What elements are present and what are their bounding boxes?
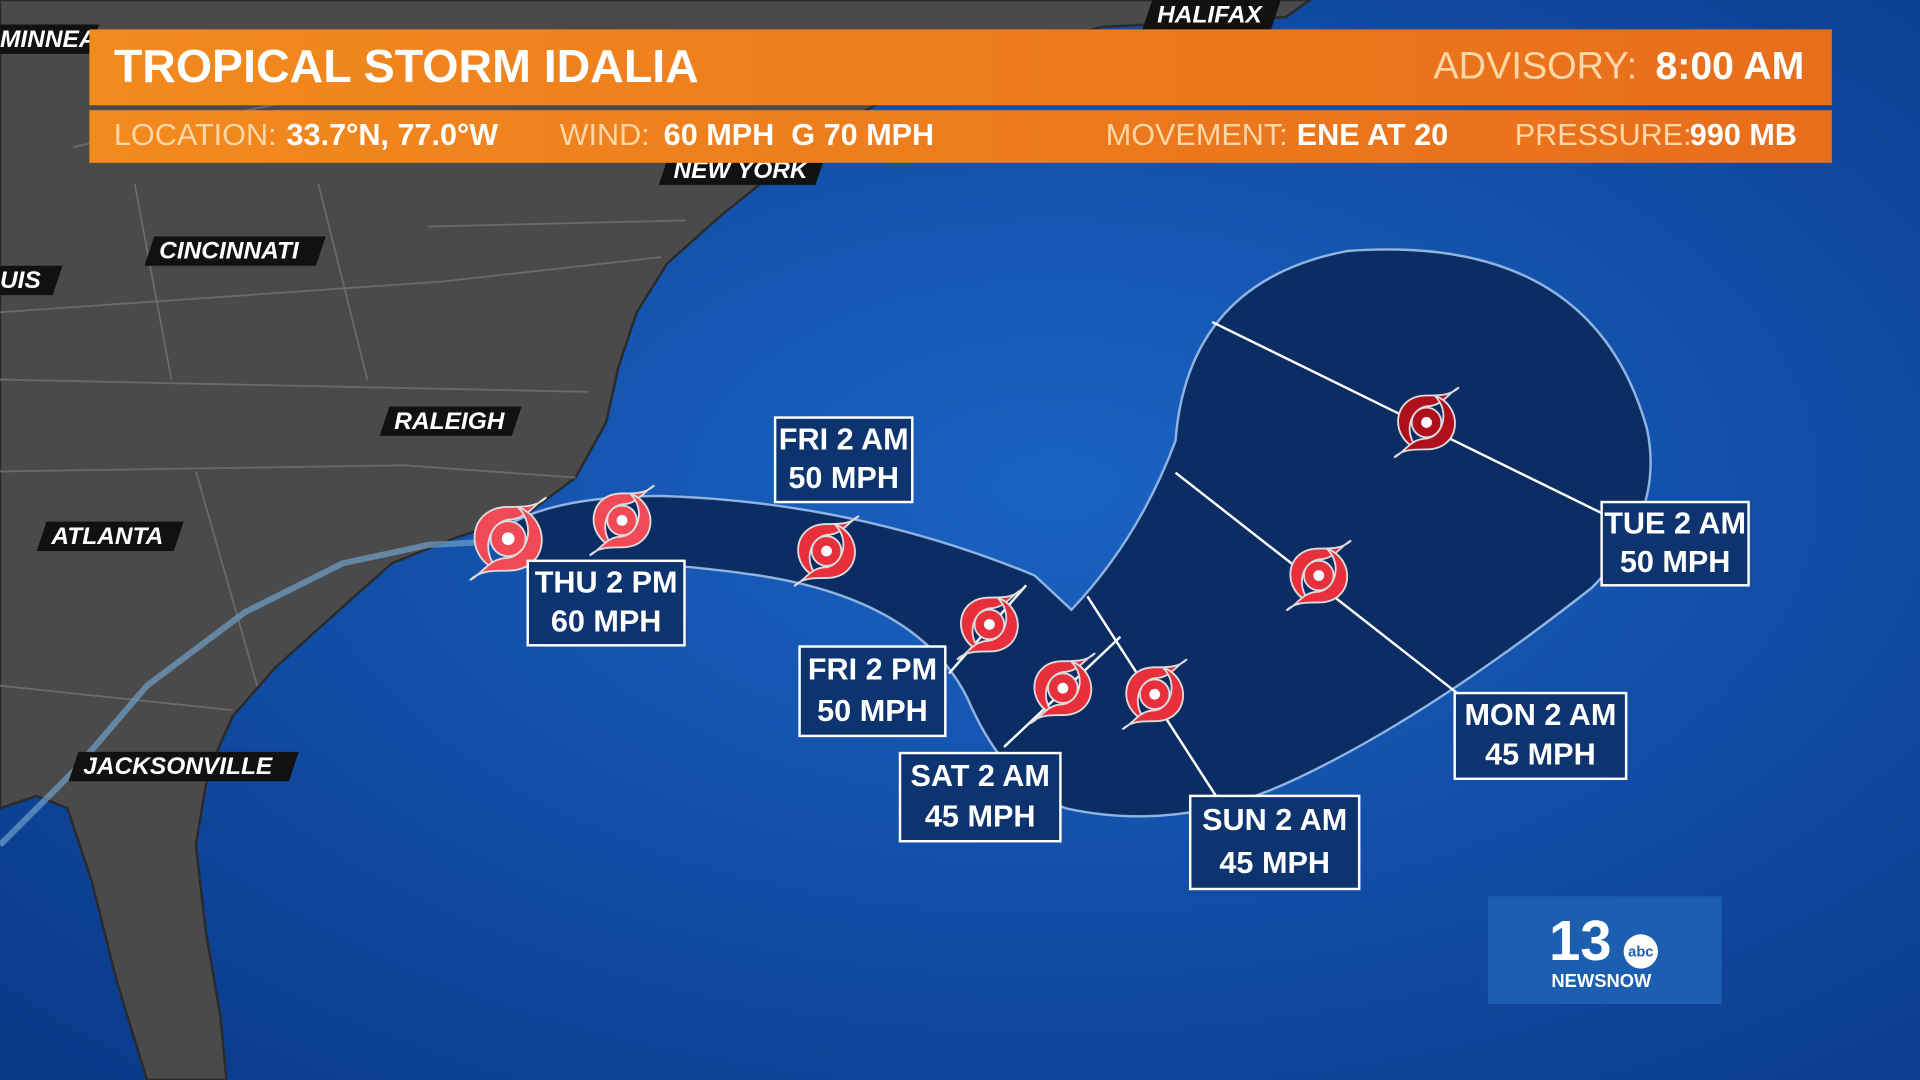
city-box [1142,0,1281,30]
city-name: HALIFAX [1157,1,1263,28]
storm-center [616,515,628,526]
storm-icon [956,588,1023,661]
storm-icon [1393,386,1460,459]
info-row: LOCATION: 33.7°N, 77.0°W WIND: 60 MPH G 70 … [114,118,1797,152]
city-box [36,521,184,552]
info-label: PRESSURE: [1515,118,1692,152]
info-value: ENE AT 20 [1297,118,1448,152]
storm-center [501,532,515,546]
city-name: JACKSONVILLE [83,753,273,780]
storm-center [1313,570,1325,581]
forecast-wind: 50 MPH [817,694,928,728]
forecast-box [1453,691,1628,780]
forecast-wind: 45 MPH [1485,738,1596,772]
city-name: CINCINNATI [159,238,300,265]
logo-brand: NEWSNOW [1551,970,1652,991]
forecast-time: SUN 2 AM [1202,803,1347,837]
logo-network: abc [1628,945,1653,961]
city-name: RALEIGH [394,408,505,435]
storm-icon [1285,539,1352,612]
forecast-time: TUE 2 AM [1604,506,1746,540]
storm-center [1057,682,1069,694]
info-label: MOVEMENT: [1106,118,1288,152]
city-name: ATLANTA [50,523,163,550]
city-box [68,751,299,782]
storm-icon [1029,652,1096,725]
city-name: MINNEA [0,26,97,53]
city-box [0,265,63,296]
forecast-wind: 50 MPH [1620,545,1731,579]
title: TROPICAL STORM IDALIA [114,40,699,92]
forecast-time: FRI 2 PM [808,653,937,687]
info-label: LOCATION: [114,118,277,152]
advisory-time: 8:00 AM [1656,45,1805,88]
forecast-box [898,751,1062,843]
storm-center [984,619,995,630]
forecast-wind: 45 MPH [925,799,1036,833]
forecast-time: FRI 2 AM [779,422,909,456]
forecast-box [1600,500,1750,587]
logo-circle [1623,934,1658,969]
forecast-box [773,416,914,504]
city-box [0,24,100,54]
advisory-label: ADVISORY: [1433,46,1637,88]
info-label: WIND: [560,118,650,152]
forecast-box [526,559,686,647]
forecast-wind: 50 MPH [788,461,899,495]
station-logo: 13 abc NEWSNOW [1487,896,1722,1005]
city-box [144,236,326,266]
info-bar [89,110,1832,163]
forecast-time: MON 2 AM [1464,698,1616,732]
forecast-time: THU 2 PM [535,566,678,600]
storm-icon [469,496,548,581]
storm-icon [1121,658,1188,731]
storm-center [1149,688,1161,700]
storm-icon [793,515,860,587]
storm-center [1421,417,1432,428]
city-box [379,406,522,436]
city-name: UIS [0,267,41,294]
info-value: 60 MPH G 70 MPH [664,118,934,152]
forecast-wind: 45 MPH [1219,846,1330,880]
forecast-box [1188,794,1361,891]
forecast-points: THU 2 PM 60 MPH FRI 2 AM 50 MPH FRI 2 PM 50 M… [469,386,1750,891]
logo-box [1487,896,1722,1005]
info-value: 990 MB [1690,118,1797,152]
forecast-wind: 60 MPH [551,604,662,638]
forecast-box [798,645,947,738]
forecast-time: SAT 2 AM [910,759,1049,793]
storm-center [821,545,832,557]
storm-icon [589,484,656,557]
logo-number: 13 [1549,909,1612,972]
info-value: 33.7°N, 77.0°W [287,118,499,152]
header: TROPICAL STORM IDALIA ADVISORY: 8:00 AM [89,29,1832,163]
title-bar [89,29,1832,106]
